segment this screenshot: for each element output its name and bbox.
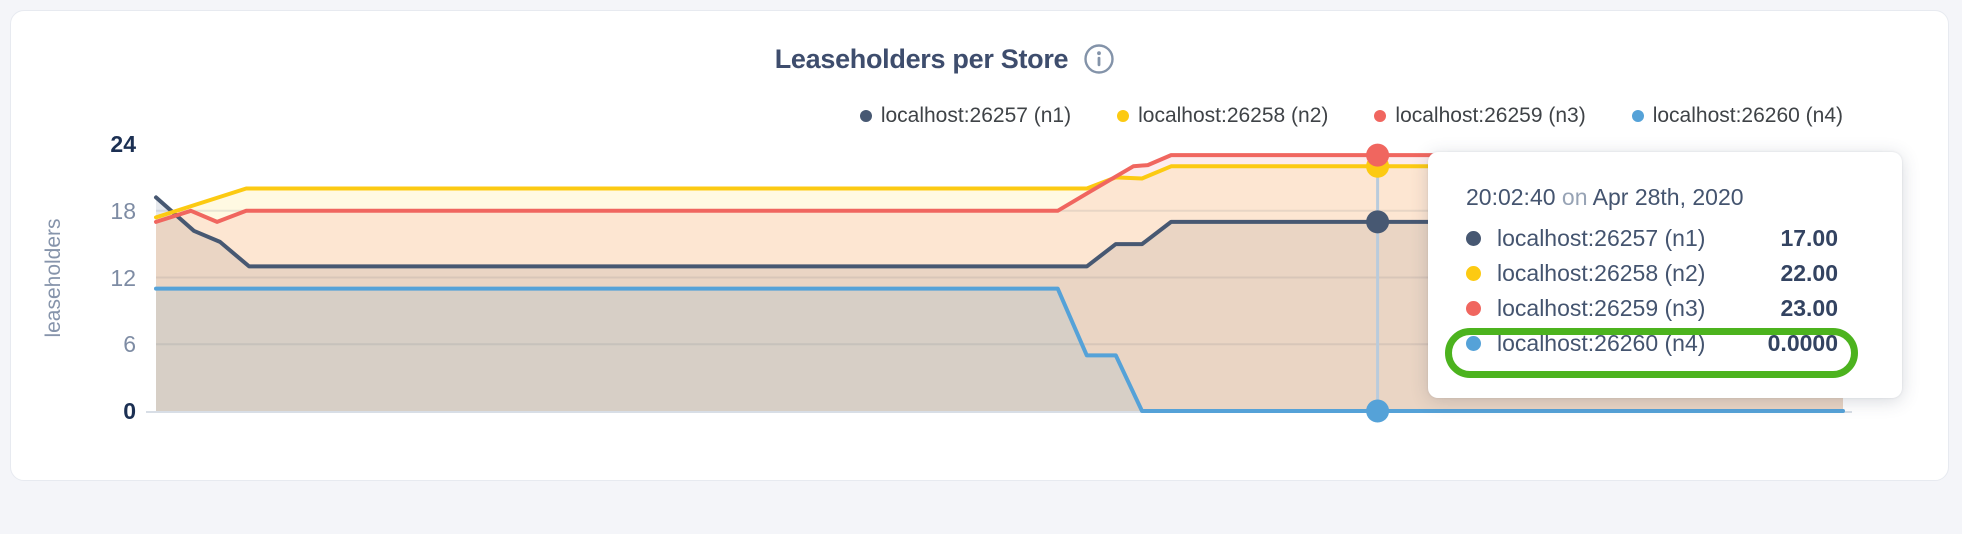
tooltip-row: localhost:26257 (n1) 17.00 [1466, 221, 1838, 256]
tooltip-conjunction: on [1561, 184, 1588, 210]
tooltip-series-value: 0.0000 [1767, 330, 1838, 356]
series-line [154, 153, 1845, 224]
legend-dot-icon [1117, 110, 1130, 122]
tooltip-row: localhost:26259 (n3) 23.00 [1466, 291, 1838, 326]
hover-point [1366, 143, 1390, 167]
tooltip-date: Apr 28th, 2020 [1592, 184, 1744, 210]
legend-label: localhost:26259 (n3) [1395, 104, 1586, 127]
tooltip-timestamp: 20:02:40 on Apr 28th, 2020 [1466, 184, 1838, 211]
legend-dot-icon [859, 110, 872, 122]
legend-item[interactable]: localhost:26260 (n4) [1631, 104, 1843, 128]
series-line [154, 286, 1845, 413]
tooltip-series-label: localhost:26258 (n2) [1497, 260, 1706, 286]
chart-legend: localhost:26257 (n1) localhost:26258 (n2)… [859, 103, 1843, 129]
legend-item[interactable]: localhost:26257 (n1) [859, 104, 1072, 128]
legend-dot-icon [1374, 110, 1387, 122]
info-icon[interactable] [1083, 43, 1115, 75]
series-area [156, 197, 1843, 411]
legend-label: localhost:26257 (n1) [880, 104, 1072, 127]
tooltip-series-label: localhost:26259 (n3) [1497, 295, 1706, 321]
tooltip-series-dot-icon [1466, 231, 1481, 246]
series-area [156, 288, 1843, 411]
hover-point [1366, 210, 1390, 234]
hover-point [1366, 399, 1390, 423]
tooltip-series-dot-icon [1466, 336, 1481, 351]
legend-item[interactable]: localhost:26259 (n3) [1374, 104, 1586, 128]
hover-tooltip: 20:02:40 on Apr 28th, 2020 localhost:262… [1428, 152, 1902, 398]
chart-header: Leaseholders per Store [0, 40, 1890, 78]
tooltip-time: 20:02:40 [1466, 184, 1556, 210]
series-area [156, 155, 1843, 411]
tooltip-rows: localhost:26257 (n1) 17.00 localhost:26258… [1466, 221, 1838, 361]
legend-label: localhost:26260 (n4) [1652, 104, 1843, 127]
legend-label: localhost:26258 (n2) [1138, 104, 1329, 127]
tooltip-series-dot-icon [1466, 266, 1481, 281]
tooltip-row: localhost:26260 (n4) 0.0000 [1466, 326, 1838, 361]
tooltip-series-label: localhost:26257 (n1) [1497, 225, 1706, 251]
legend-item[interactable]: localhost:26258 (n2) [1117, 104, 1328, 128]
series-line [154, 195, 1845, 269]
chart-title: Leaseholders per Store [774, 43, 1069, 74]
tooltip-series-value: 22.00 [1780, 260, 1838, 286]
tooltip-row: localhost:26258 (n2) 22.00 [1466, 256, 1838, 291]
tooltip-series-value: 17.00 [1780, 225, 1838, 251]
tooltip-series-value: 23.00 [1780, 295, 1838, 321]
legend-dot-icon [1631, 110, 1644, 122]
tooltip-series-label: localhost:26260 (n4) [1497, 330, 1706, 356]
tooltip-series-dot-icon [1466, 301, 1481, 316]
